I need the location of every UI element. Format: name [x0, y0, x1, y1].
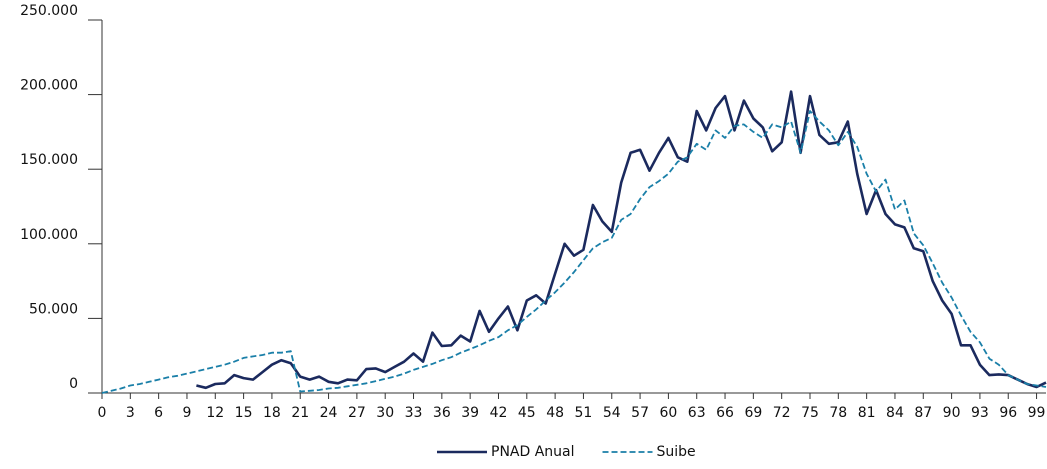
- x-tick-label: 57: [631, 405, 649, 421]
- series-line: [196, 90, 1047, 390]
- x-tick-label: 9: [182, 405, 191, 421]
- x-tick-label: 66: [716, 405, 734, 421]
- y-tick-label: 0: [69, 376, 78, 392]
- x-tick-label: 27: [348, 405, 366, 421]
- x-tick-label: 45: [518, 405, 536, 421]
- y-tick-label: 150.000: [20, 152, 78, 168]
- x-tick-label: 24: [320, 405, 338, 421]
- x-tick-label: 15: [235, 405, 253, 421]
- x-tick-label: 60: [659, 405, 677, 421]
- legend-label: PNAD Anual: [491, 444, 575, 460]
- x-tick-label: 72: [773, 405, 791, 421]
- legend-label: Suibe: [657, 444, 696, 460]
- x-tick-label: 96: [999, 405, 1017, 421]
- x-tick-label: 12: [206, 405, 224, 421]
- x-tick-label: 36: [433, 405, 451, 421]
- x-tick-label: 42: [490, 405, 508, 421]
- x-tick-label: 33: [405, 405, 423, 421]
- x-tick-label: 99: [1028, 405, 1046, 421]
- y-tick-label: 200.000: [20, 78, 78, 94]
- x-tick-label: 81: [858, 405, 876, 421]
- x-tick-label: 63: [688, 405, 706, 421]
- x-tick-label: 51: [575, 405, 593, 421]
- x-tick-label: 39: [461, 405, 479, 421]
- y-tick-label: 100.000: [20, 227, 78, 243]
- y-tick-label: 250.000: [20, 3, 78, 19]
- x-tick-label: 48: [546, 405, 564, 421]
- x-tick-label: 0: [98, 405, 107, 421]
- x-tick-label: 30: [376, 405, 394, 421]
- x-tick-label: 87: [914, 405, 932, 421]
- x-tick-label: 75: [801, 405, 819, 421]
- y-tick-label: 50.000: [29, 301, 78, 317]
- x-tick-label: 90: [943, 405, 961, 421]
- x-tick-label: 18: [263, 405, 281, 421]
- x-tick-label: 6: [154, 405, 163, 421]
- x-tick-label: 84: [886, 405, 904, 421]
- x-tick-label: 69: [744, 405, 762, 421]
- x-tick-label: 3: [126, 405, 135, 421]
- x-tick-label: 93: [971, 405, 989, 421]
- x-tick-label: 54: [603, 405, 621, 421]
- x-tick-label: 78: [829, 405, 847, 421]
- x-tick-label: 21: [291, 405, 309, 421]
- series-line: [101, 110, 1047, 394]
